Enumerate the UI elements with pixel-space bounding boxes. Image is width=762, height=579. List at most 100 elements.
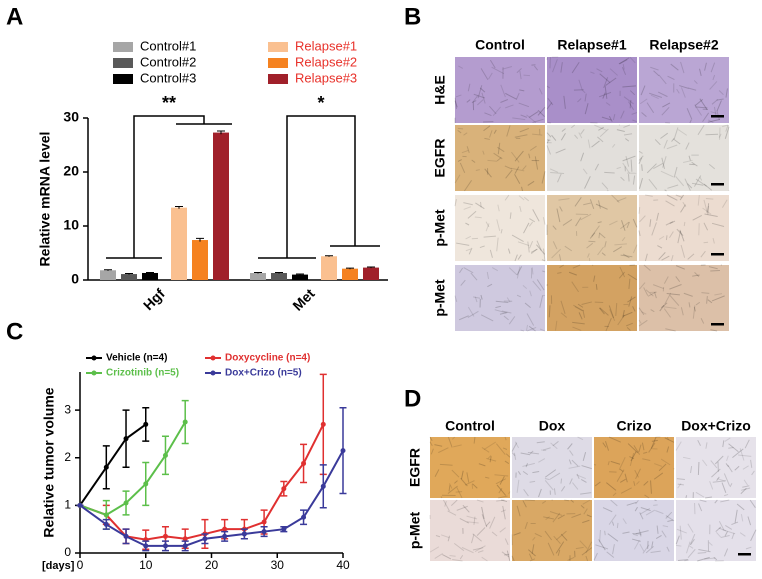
micrograph-texture [725,524,733,530]
micrograph-texture [564,245,573,252]
micrograph-texture [641,442,645,451]
micrograph-texture [459,315,469,321]
legend-label: Relapse#1 [295,38,357,53]
micrograph-texture [478,463,486,467]
micrograph-texture [711,99,719,105]
micrograph-texture [429,546,440,553]
point [143,421,149,427]
micrograph-background [547,265,637,331]
micrograph-texture [531,267,534,275]
micrograph-texture [723,473,731,486]
micrograph-texture [532,209,540,222]
micrograph-texture [524,499,535,502]
micrograph-texture [626,501,637,506]
micrograph-texture [560,312,568,318]
micrograph-texture [581,89,586,94]
micrograph-texture [477,85,483,99]
micrograph-texture [679,229,685,242]
error-bar [367,266,375,269]
scale-bar [711,115,724,118]
micrograph-texture [510,167,525,172]
micrograph-background [676,500,756,561]
micrograph-texture [638,319,648,327]
micrograph-texture [541,259,546,262]
micrograph-texture [467,83,471,92]
micrograph-texture [645,509,656,516]
micrograph-texture [457,129,462,134]
micrograph-texture [708,542,713,546]
micrograph-texture [684,178,691,191]
micrograph-texture [608,305,615,319]
micrograph [454,57,546,124]
row-label: p-Met [407,512,423,550]
micrograph-texture [546,102,553,110]
micrograph-texture [567,556,575,561]
legend-swatch [113,42,133,52]
micrograph-texture [609,68,618,76]
micrograph-texture [455,94,462,98]
micrograph-background [512,500,592,561]
micrograph-texture [450,499,458,506]
micrograph-texture [729,483,733,488]
micrograph-texture [664,437,675,443]
micrograph-texture [489,516,496,529]
micrograph-texture [680,204,686,213]
micrograph-texture [622,253,630,259]
micrograph-texture [731,521,739,526]
micrograph-texture [704,213,718,217]
micrograph-texture [651,541,654,548]
micrograph-texture [468,247,473,255]
legend-label: Relapse#2 [295,54,357,69]
micrograph-background [594,500,674,561]
micrograph-texture [612,544,615,555]
micrograph-texture [597,246,604,256]
point [123,500,129,506]
micrograph-texture [485,223,490,232]
micrograph-texture [506,125,511,137]
micrograph-texture [496,219,501,231]
micrograph-texture [629,56,636,64]
micrograph-texture [669,231,674,238]
micrograph-texture [711,468,721,478]
micrograph-texture [739,448,745,461]
micrograph-texture [526,313,535,326]
micrograph-background [639,57,729,123]
micrograph-texture [654,499,657,502]
micrograph-texture [665,515,675,522]
micrograph-texture [580,479,587,483]
micrograph-texture [557,514,565,520]
micrograph-texture [508,491,511,495]
micrograph-texture [688,155,691,161]
micrograph-texture [472,95,479,102]
micrograph-texture [675,544,682,547]
micrograph-texture [623,133,633,136]
point [261,529,267,535]
micrograph-texture [499,476,505,485]
point [281,526,287,532]
micrograph-texture [692,274,700,277]
micrograph-texture [682,159,693,163]
error-bar [104,269,112,271]
micrograph-texture [430,448,434,455]
micrograph-texture [660,132,669,139]
micrograph [675,437,756,499]
micrograph-texture [734,509,738,523]
series-line [79,421,187,516]
micrograph-texture [587,139,591,149]
micrograph-texture [666,546,670,552]
micrograph-texture [475,202,485,210]
micrograph-texture [494,474,509,477]
micrograph-texture [639,215,646,223]
micrograph-texture [608,514,617,525]
micrograph-texture [595,284,598,290]
micrograph-texture [616,129,625,132]
micrograph-texture [669,295,680,306]
micrograph-texture [581,465,592,470]
micrograph-texture [718,90,724,96]
micrograph-texture [662,102,671,108]
micrograph-texture [541,171,546,184]
micrograph-texture [475,169,480,171]
micrograph-texture [622,531,630,534]
bar [100,270,116,280]
micrograph-texture [529,450,534,455]
